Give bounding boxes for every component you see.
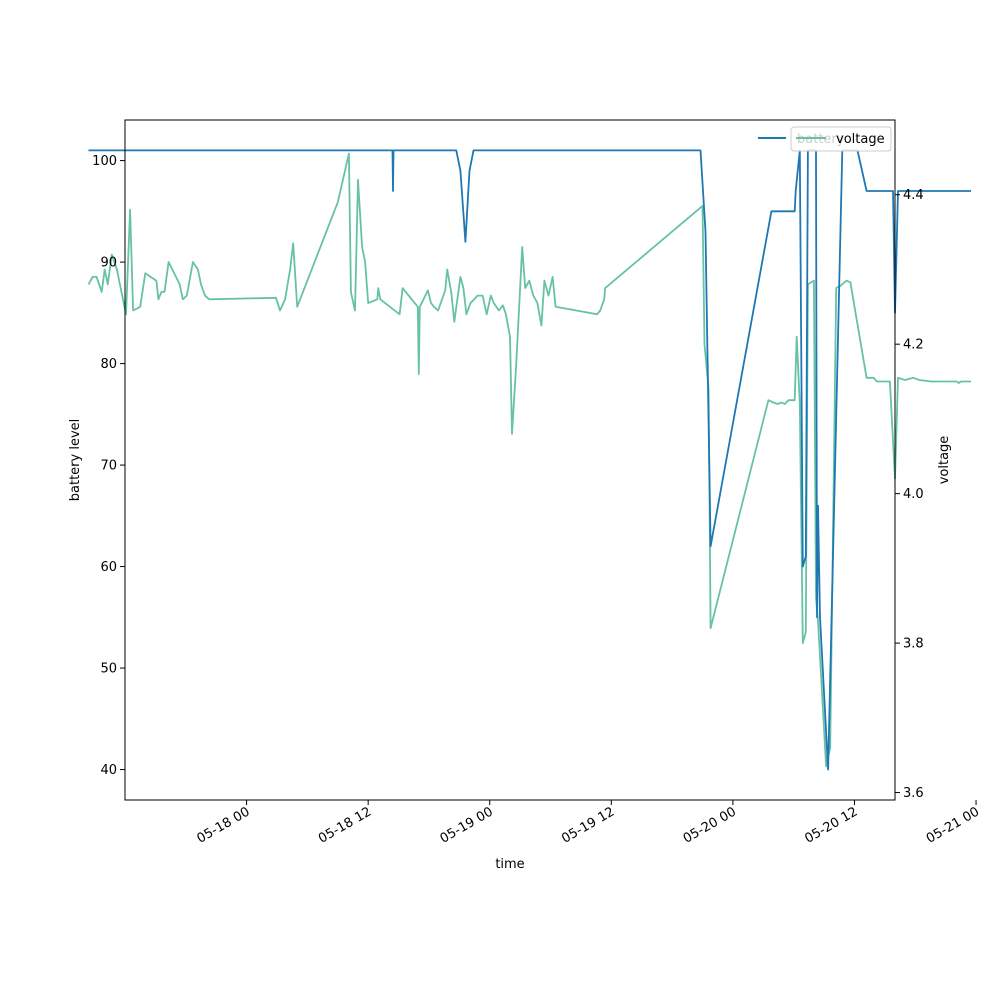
y-axis-right: 3.6 3.8 4.0 4.2 4.4 — [895, 188, 924, 801]
y-right-tick-label: 3.6 — [903, 786, 924, 801]
y-left-tick-label: 50 — [100, 662, 117, 677]
x-axis-label: time — [495, 857, 524, 872]
y-left-tick-label: 60 — [100, 560, 117, 575]
series-line-voltage — [87, 152, 971, 768]
y-axis-left: 40 50 60 70 80 90 100 — [92, 154, 125, 778]
series-line-battery — [88, 149, 971, 771]
plot-frame — [124, 119, 896, 801]
y-left-tick-label: 90 — [100, 256, 117, 271]
y-right-tick-label: 4.4 — [903, 188, 924, 203]
y-right-tick-label: 4.0 — [903, 487, 924, 502]
y-axis-left-label: battery level — [68, 419, 83, 502]
y-left-tick-label: 40 — [100, 763, 117, 778]
legend-voltage: voltage — [790, 126, 892, 152]
legend-voltage-box — [790, 126, 892, 152]
lines-layer — [87, 149, 971, 771]
y-axis-right-label: voltage — [937, 436, 952, 485]
y-left-tick-label: 80 — [100, 357, 117, 372]
y-left-tick-label: 100 — [92, 154, 117, 169]
y-left-tick-label: 70 — [100, 459, 117, 474]
legend-voltage-label: voltage — [836, 132, 885, 147]
y-right-tick-label: 3.8 — [903, 637, 924, 652]
y-right-tick-label: 4.2 — [903, 338, 924, 353]
